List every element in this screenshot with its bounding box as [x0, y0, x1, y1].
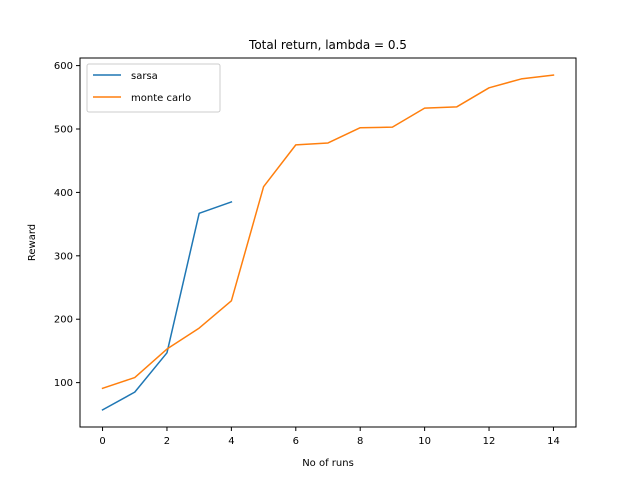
chart-title: Total return, lambda = 0.5 [248, 38, 407, 52]
y-tick-label: 200 [54, 315, 73, 326]
plot-area [80, 58, 576, 427]
x-tick-label: 10 [418, 436, 431, 447]
legend: sarsa monte carlo [86, 63, 221, 113]
y-tick-label: 300 [54, 251, 73, 262]
y-tick-label: 600 [54, 61, 73, 72]
y-tick-label: 100 [54, 378, 73, 389]
legend-label-sarsa: sarsa [131, 71, 158, 82]
y-tick-label: 500 [54, 125, 73, 136]
x-tick-label: 4 [228, 436, 234, 447]
x-axis-ticks: 0 2 4 6 8 10 12 14 [99, 427, 560, 447]
series-line-sarsa [101, 200, 233, 411]
x-axis-label: No of runs [302, 458, 354, 469]
series-line-monte-carlo [101, 74, 555, 390]
plot-frame [79, 57, 577, 428]
y-tick-label: 400 [54, 188, 73, 199]
y-axis-ticks: 100 200 300 400 500 600 [54, 61, 80, 389]
legend-label-monte-carlo: monte carlo [131, 93, 191, 104]
x-tick-label: 0 [99, 436, 105, 447]
legend-box [86, 63, 221, 113]
x-tick-label: 12 [483, 436, 496, 447]
x-tick-label: 6 [293, 436, 299, 447]
x-tick-label: 8 [357, 436, 363, 447]
series-layer [101, 74, 555, 411]
x-tick-label: 14 [547, 436, 560, 447]
x-tick-label: 2 [164, 436, 170, 447]
y-axis-label: Reward [27, 224, 38, 261]
